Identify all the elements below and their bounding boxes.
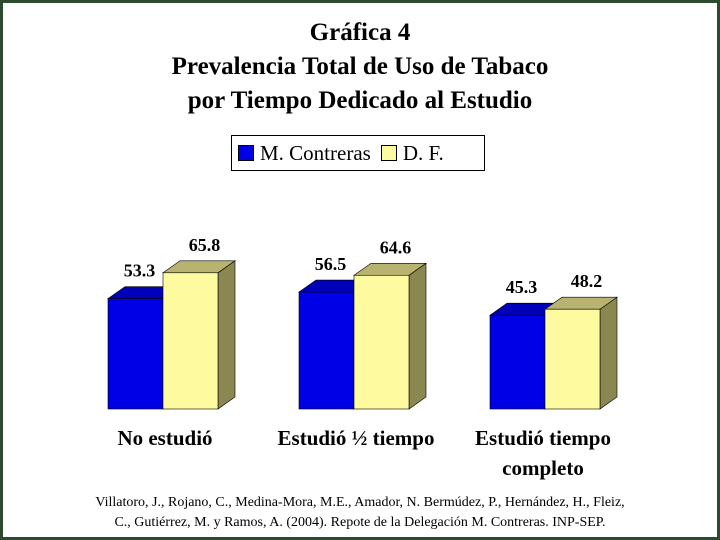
bar-front-1-0 — [162, 272, 219, 410]
source-citation-line-1: Villatoro, J., Rojano, C., Medina-Mora, … — [95, 495, 625, 510]
category-label-no-estudio: No estudió — [65, 423, 265, 453]
bar-front-0-1 — [298, 291, 355, 410]
legend-label-df: D. F. — [402, 140, 444, 165]
bar-front-0-0 — [107, 298, 164, 410]
category-label-line: Estudió ½ tiempo — [277, 426, 435, 450]
value-label-1-2: 48.2 — [571, 271, 603, 291]
legend-swatch-df — [380, 145, 397, 161]
category-label-medio-tiempo: Estudió ½ tiempo — [256, 423, 456, 453]
bar-front-1-2 — [544, 308, 601, 410]
category-label-line: completo — [502, 456, 584, 480]
chart-legend: M. Contreras D. F. — [231, 135, 485, 171]
bar-chart: 53.3 65.8 56.5 64.6 45.3 48.2 — [107, 235, 618, 410]
bar-side-1-1 — [408, 262, 427, 410]
source-citation-line-2: C., Gutiérrez, M. y Ramos, A. (2004). Re… — [114, 515, 606, 530]
value-label-0-2: 45.3 — [506, 277, 538, 297]
chart-title-line-1: Gráfica 4 — [309, 19, 411, 46]
legend-item-m-contreras: M. Contreras — [238, 141, 371, 166]
category-label-line: No estudió — [117, 426, 213, 450]
chart-frame: Gráfica 4 Prevalencia Total de Uso de Ta… — [3, 3, 717, 537]
chart-title-line-3: por Tiempo Dedicado al Estudio — [187, 87, 533, 114]
value-label-0-1: 56.5 — [315, 254, 347, 274]
bar-front-0-2 — [489, 314, 546, 410]
category-label-line: Estudió tiempo — [475, 426, 611, 450]
category-label-tiempo-completo: Estudió tiempo completo — [443, 423, 643, 483]
bar-side-1-2 — [599, 296, 618, 410]
legend-swatch-m-contreras — [238, 145, 254, 161]
legend-label-m-contreras: M. Contreras — [260, 140, 371, 165]
legend-item-df: D. F. — [380, 140, 444, 166]
bar-front-1-1 — [353, 274, 410, 410]
value-label-1-0: 65.8 — [189, 235, 221, 255]
chart-title-line-2: Prevalencia Total de Uso de Tabaco — [171, 53, 549, 80]
value-label-1-1: 64.6 — [380, 237, 412, 257]
bar-side-1-0 — [217, 260, 236, 410]
value-label-0-0: 53.3 — [124, 261, 156, 281]
